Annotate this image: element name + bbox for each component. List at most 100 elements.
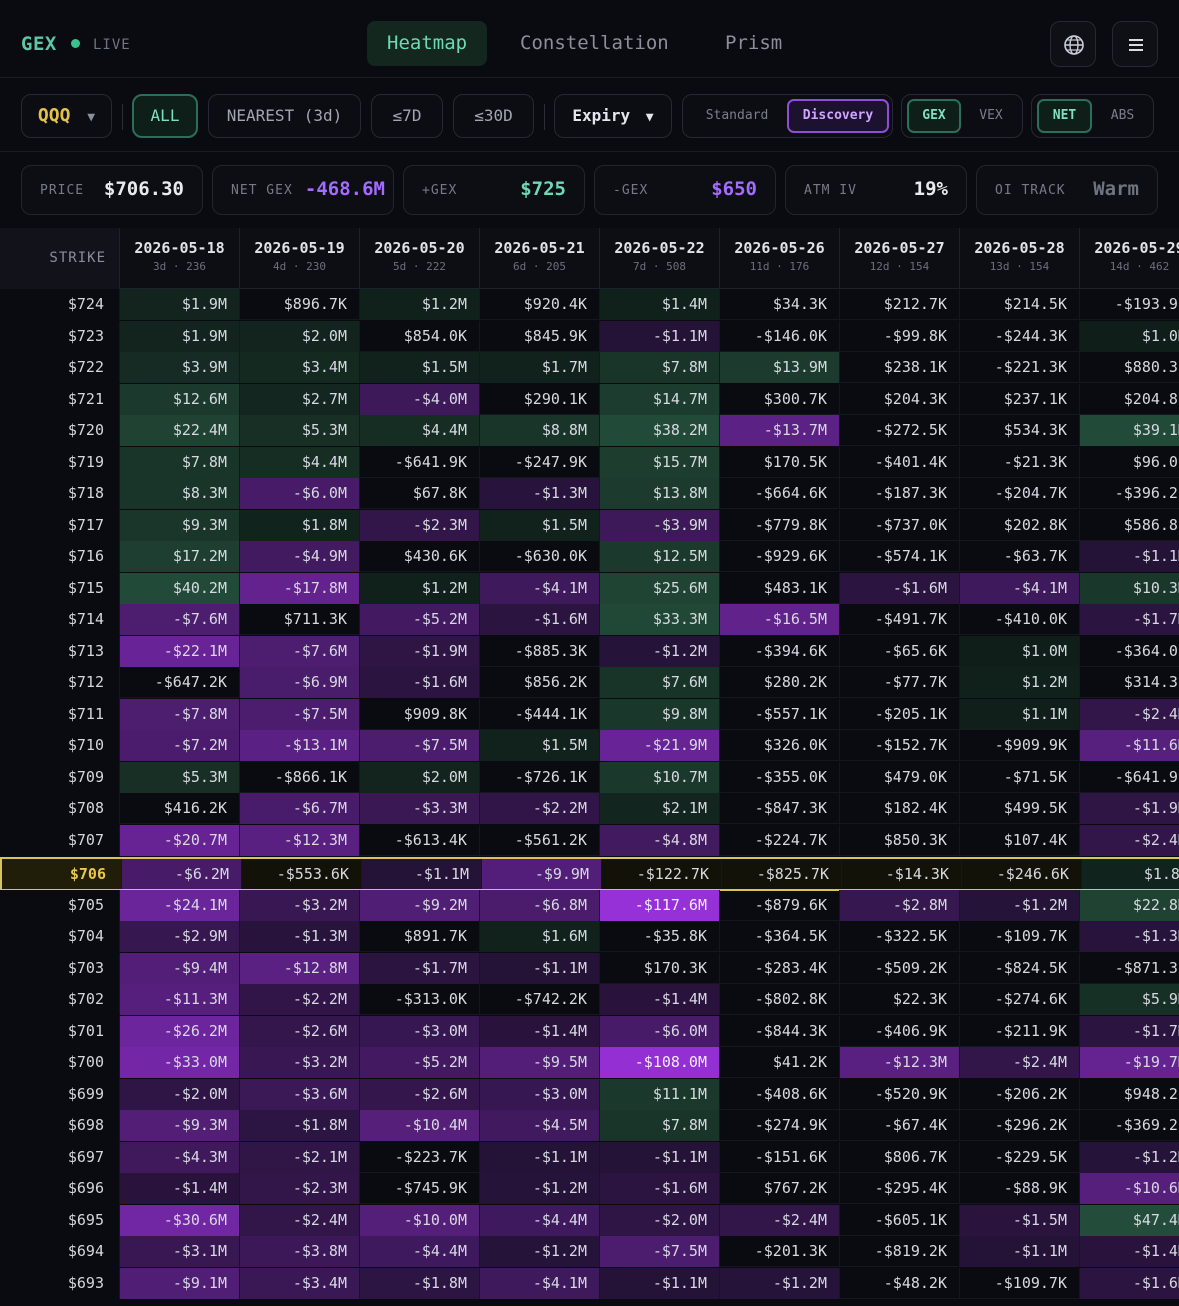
- gex-cell[interactable]: $13.8M: [599, 478, 719, 509]
- gex-cell[interactable]: -$21.3K: [959, 446, 1079, 478]
- gex-cell[interactable]: -$641.9K: [1079, 761, 1179, 793]
- gex-cell[interactable]: -$866.1K: [239, 761, 359, 793]
- gex-cell[interactable]: -$7.5M: [359, 730, 479, 761]
- gex-cell[interactable]: -$12.3M: [239, 824, 359, 856]
- gex-cell[interactable]: -$737.0K: [839, 509, 959, 541]
- gex-cell[interactable]: -$355.0K: [719, 761, 839, 793]
- gex-cell[interactable]: $891.7K: [359, 921, 479, 952]
- gex-cell[interactable]: -$2.4M: [239, 1204, 359, 1236]
- expiry-column-header[interactable]: 2026-05-26 11d · 176: [719, 228, 839, 289]
- agg-abs-button[interactable]: ABS: [1110, 108, 1135, 123]
- gex-cell[interactable]: $850.3K: [839, 824, 959, 856]
- gex-cell[interactable]: $909.8K: [359, 698, 479, 730]
- gex-cell[interactable]: -$152.7K: [839, 730, 959, 761]
- gex-cell[interactable]: $711.3K: [239, 604, 359, 635]
- gex-cell[interactable]: $15.7M: [599, 446, 719, 478]
- gex-cell[interactable]: $3.9M: [119, 352, 239, 383]
- expiry-dropdown[interactable]: Expiry ▼: [554, 94, 672, 138]
- gex-cell[interactable]: -$246.6K: [961, 859, 1081, 889]
- gex-cell[interactable]: -$4.9M: [239, 541, 359, 572]
- gex-cell[interactable]: -$779.8K: [719, 509, 839, 541]
- gex-cell[interactable]: $3.4M: [239, 352, 359, 383]
- gex-cell[interactable]: -$9.9M: [481, 859, 601, 889]
- gex-cell[interactable]: $12.6M: [119, 383, 239, 415]
- gex-cell[interactable]: -$1.7M: [1079, 1015, 1179, 1047]
- gex-cell[interactable]: -$1.2M: [479, 1173, 599, 1204]
- expiry-column-header[interactable]: 2026-05-19 4d · 230: [239, 228, 359, 289]
- gex-cell[interactable]: -$1.8M: [239, 1110, 359, 1141]
- gex-cell[interactable]: -$33.0M: [119, 1047, 239, 1078]
- gex-cell[interactable]: -$2.0M: [599, 1204, 719, 1236]
- gex-cell[interactable]: -$408.6K: [719, 1078, 839, 1110]
- gex-cell[interactable]: $22.8M: [1079, 889, 1179, 921]
- expiry-column-header[interactable]: 2026-05-20 5d · 222: [359, 228, 479, 289]
- gex-cell[interactable]: -$847.3K: [719, 793, 839, 824]
- gex-cell[interactable]: -$1.1M: [361, 859, 481, 889]
- gex-cell[interactable]: $326.0K: [719, 730, 839, 761]
- gex-cell[interactable]: $8.8M: [479, 415, 599, 446]
- gex-cell[interactable]: $204.8K: [1079, 383, 1179, 415]
- gex-cell[interactable]: $1.4M: [599, 289, 719, 320]
- gex-cell[interactable]: -$9.2M: [359, 889, 479, 921]
- gex-cell[interactable]: $1.5M: [359, 352, 479, 383]
- expiry-column-header[interactable]: 2026-05-22 7d · 508: [599, 228, 719, 289]
- gex-cell[interactable]: -$3.2M: [239, 1047, 359, 1078]
- gex-cell[interactable]: -$2.2M: [239, 984, 359, 1015]
- gex-cell[interactable]: -$2.6M: [359, 1078, 479, 1110]
- gex-cell[interactable]: $237.1K: [959, 383, 1079, 415]
- gex-cell[interactable]: $47.4M: [1079, 1204, 1179, 1236]
- gex-cell[interactable]: $1.5M: [479, 730, 599, 761]
- gex-cell[interactable]: $7.6M: [599, 667, 719, 698]
- gex-cell[interactable]: -$4.1M: [479, 1267, 599, 1299]
- gex-cell[interactable]: $1.0M: [959, 635, 1079, 667]
- gex-cell[interactable]: -$2.0M: [119, 1078, 239, 1110]
- gex-cell[interactable]: $1.7M: [479, 352, 599, 383]
- gex-cell[interactable]: $13.9M: [719, 352, 839, 383]
- gex-cell[interactable]: $40.2M: [119, 572, 239, 604]
- gex-cell[interactable]: -$885.3K: [479, 635, 599, 667]
- gex-cell[interactable]: -$13.7M: [719, 415, 839, 446]
- gex-cell[interactable]: -$844.3K: [719, 1015, 839, 1047]
- gex-cell[interactable]: -$1.4M: [479, 1015, 599, 1047]
- gex-cell[interactable]: -$1.1M: [479, 952, 599, 984]
- gex-cell[interactable]: $534.3K: [959, 415, 1079, 446]
- gex-cell[interactable]: $948.2K: [1079, 1078, 1179, 1110]
- gex-cell[interactable]: $38.2M: [599, 415, 719, 446]
- gex-cell[interactable]: -$6.0M: [239, 478, 359, 509]
- gex-cell[interactable]: -$4.1M: [479, 572, 599, 604]
- gex-cell[interactable]: $5.3M: [119, 761, 239, 793]
- gex-cell[interactable]: -$909.9K: [959, 730, 1079, 761]
- language-button[interactable]: [1050, 21, 1096, 67]
- gex-cell[interactable]: -$641.9K: [359, 446, 479, 478]
- gex-cell[interactable]: $9.8M: [599, 698, 719, 730]
- gex-cell[interactable]: -$871.3K: [1079, 952, 1179, 984]
- gex-cell[interactable]: $880.3K: [1079, 352, 1179, 383]
- gex-cell[interactable]: -$7.8M: [119, 698, 239, 730]
- gex-cell[interactable]: -$9.5M: [479, 1047, 599, 1078]
- gex-cell[interactable]: -$410.0K: [959, 604, 1079, 635]
- gex-cell[interactable]: -$520.9K: [839, 1078, 959, 1110]
- gex-cell[interactable]: $1.2M: [359, 289, 479, 320]
- gex-cell[interactable]: -$20.7M: [119, 824, 239, 856]
- gex-cell[interactable]: -$10.0M: [359, 1204, 479, 1236]
- gex-cell[interactable]: -$10.4M: [359, 1110, 479, 1141]
- gex-cell[interactable]: -$3.9M: [599, 509, 719, 541]
- mode-discovery-button[interactable]: Discovery: [787, 99, 889, 133]
- gex-cell[interactable]: -$204.7K: [959, 478, 1079, 509]
- gex-cell[interactable]: -$1.6M: [1079, 1267, 1179, 1299]
- gex-cell[interactable]: -$88.9K: [959, 1173, 1079, 1204]
- gex-cell[interactable]: -$1.4M: [1079, 1236, 1179, 1267]
- tab-prism[interactable]: Prism: [725, 32, 783, 54]
- gex-cell[interactable]: -$1.1M: [479, 1141, 599, 1173]
- gex-cell[interactable]: $170.3K: [599, 952, 719, 984]
- gex-cell[interactable]: -$26.2M: [119, 1015, 239, 1047]
- gex-cell[interactable]: -$561.2K: [479, 824, 599, 856]
- gex-cell[interactable]: -$1.1M: [599, 1141, 719, 1173]
- metric-vex-button[interactable]: VEX: [979, 108, 1003, 123]
- gex-cell[interactable]: $10.7M: [599, 761, 719, 793]
- gex-cell[interactable]: $4.4M: [359, 415, 479, 446]
- gex-cell[interactable]: -$6.9M: [239, 667, 359, 698]
- gex-cell[interactable]: -$3.2M: [239, 889, 359, 921]
- gex-cell[interactable]: -$13.1M: [239, 730, 359, 761]
- gex-cell[interactable]: -$272.5K: [839, 415, 959, 446]
